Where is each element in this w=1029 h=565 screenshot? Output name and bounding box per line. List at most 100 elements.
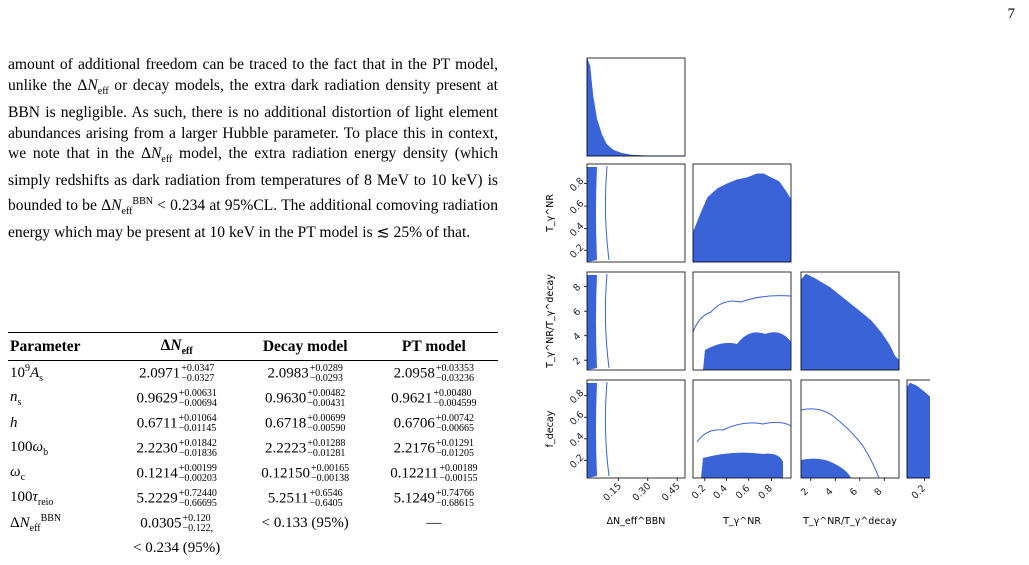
neff-cell: 0.9629 +0.00631 −0.00694: [136, 387, 217, 409]
x-dneff-tick-label: 0.15: [601, 481, 624, 504]
param-cell: h: [10, 415, 18, 432]
header-delta-neff: ΔNeff: [160, 337, 193, 358]
y-tnr-tick-label: 0.2: [568, 242, 586, 260]
pt-cell: 0.9621 +0.00480 −0.004599: [391, 387, 477, 409]
header-parameter: Parameter: [10, 338, 81, 356]
table-row: 109As 2.0971 +0.0347 −0.0327 2.0983 +0.0289 −0…: [8, 361, 498, 387]
y-ratio-tick-label: 4: [571, 331, 583, 343]
math-neff-bbn: ΔNeffBBN: [101, 196, 153, 218]
x-fdecay-tick-label: 0.2: [910, 483, 928, 501]
para-s4: 25% of that.: [389, 224, 471, 242]
neff-cell: 0.1214 +0.00199 −0.00203: [136, 462, 217, 484]
table-row: ωc 0.1214 +0.00199 −0.00203 0.12150 +0.00165−…: [8, 461, 498, 486]
para-s1b: or decay models, the extra dark radiatio…: [8, 76, 499, 163]
results-table: Parameter ΔNeff Decay model PT model 109…: [8, 332, 498, 561]
table-row: h 0.6711 +0.01064 −0.01145 0.6718 +0.00699 −0.…: [8, 411, 498, 436]
panel-frame: [800, 271, 900, 371]
y-ratio-tick-label: 6: [571, 306, 583, 318]
panel-tnr-fdecay-fill: [701, 452, 783, 478]
panel-frame: [586, 163, 686, 263]
panel-frame: [692, 163, 792, 263]
decay-cell: 0.9630 +0.00482 −0.00431: [265, 387, 346, 409]
page-number: 7: [1007, 6, 1016, 22]
math-delta-neff-2: ΔNeff: [140, 145, 173, 166]
param-cell: 100ωb: [10, 439, 49, 459]
pt-cell: 2.2176 +0.01291 −0.01205: [393, 437, 475, 459]
y-ratio-tick-label: 2: [571, 355, 583, 367]
panel-dneff-fdecay-fill: [587, 383, 597, 478]
pt-cell: 2.0958 +0.03353 −0.03236: [393, 362, 475, 384]
panel-frame: [692, 271, 792, 371]
x-dneff-tick-label: 0.45: [660, 481, 683, 504]
pt-cell: 5.1249 +0.74766 −0.68615: [393, 487, 475, 509]
panel-dneff-tnr-fill: [587, 167, 597, 262]
panel-tnr-fdecay-contour: [696, 421, 792, 443]
param-cell: 109As: [10, 363, 44, 385]
y-fdecay-tick-label: 0.6: [568, 409, 586, 427]
para-s1: amount of additional freedom can be trac…: [8, 56, 498, 94]
y-fdecay-tick-label: 0.8: [568, 388, 586, 406]
neff-cell: 0.6711 +0.01064 −0.01145: [136, 412, 217, 434]
neff-bound-cell: < 0.234 (95%): [133, 540, 221, 557]
panel-dneff-tnr-contour: [604, 165, 610, 261]
ylabel-ratio: T_γ^NR/T_γ^decay: [545, 274, 556, 369]
y-fdecay-tick-label: 0.4: [568, 431, 586, 449]
decay-cell: 2.0983 +0.0289 −0.0293: [267, 362, 343, 384]
panel-dneff-ratio-fill: [587, 275, 597, 370]
panel-tnr-ratio-fill: [703, 332, 791, 370]
neff-cell: 0.0305 +0.120 −0.122,: [140, 512, 214, 534]
panel-tnr-ratio-contour: [692, 295, 792, 333]
posterior-fdecay: [906, 382, 930, 479]
panel-ratio-fdecay-fill: [801, 458, 851, 478]
param-cell: ωc: [10, 464, 26, 484]
x-tnr-tick-label: 0.2: [690, 483, 708, 501]
x-dneff-tick-label: 0.30: [631, 481, 654, 504]
panel-frame: [800, 379, 900, 479]
panel-frame: [586, 57, 686, 157]
x-ratio-tick-label: 4: [824, 486, 836, 498]
neff-cell: 2.2230 +0.01842 −0.01836: [136, 437, 217, 459]
para-s2: model, the extra radiation energy densit…: [8, 145, 499, 215]
panel-frame: [906, 379, 930, 479]
table-row: < 0.234 (95%): [8, 536, 498, 561]
param-cell: 100τreio: [10, 489, 54, 509]
panel-ratio-fdecay-contour: [800, 408, 880, 479]
pt-cell: 0.12211 +0.00189 −0.00155: [390, 462, 478, 484]
y-ratio-tick-label: 8: [571, 282, 583, 294]
x-ratio-tick-label: 2: [799, 486, 811, 498]
panel-frame: [586, 379, 686, 479]
pt-cell: 0.6706 +0.00742 −0.00665: [393, 412, 475, 434]
posterior-tnr: [692, 173, 792, 263]
xlabel-tnr: T_γ^NR: [722, 516, 761, 527]
header-pt-model: PT model: [401, 338, 466, 356]
ylabel-tnr: T_γ^NR: [545, 194, 556, 233]
neff-cell: 2.0971 +0.0347 −0.0327: [139, 362, 215, 384]
xlabel-dneff: ΔN_eff^BBN: [607, 516, 666, 527]
decay-cell: 0.6718 +0.00699 −0.00590: [265, 412, 346, 434]
ylabel-fdecay: f_decay: [545, 410, 556, 447]
decay-cell: 0.12150 +0.00165 −0.00138: [261, 462, 350, 484]
table-row: 100ωb 2.2230 +0.01842 −0.01836 2.2223 +0.0128…: [8, 436, 498, 461]
y-fdecay-tick-label: 0.2: [568, 452, 586, 470]
math-lesssim: ≲: [376, 224, 390, 242]
param-cell: ΔNeffBBN: [10, 513, 62, 535]
table-row: ΔNeffBBN 0.0305 +0.120 −0.122, < 0.133 (95%)…: [8, 511, 498, 536]
param-cell: ns: [10, 389, 22, 409]
table-row: 100τreio 5.2229 +0.72440 −0.66695 5.2511 +0.6…: [8, 486, 498, 511]
empty-cell: [8, 536, 113, 561]
panel-frame: [586, 271, 686, 371]
x-tnr-tick-label: 0.4: [711, 483, 729, 501]
neff-cell: 5.2229 +0.72440 −0.66695: [136, 487, 217, 509]
math-delta-neff: ΔNeff: [77, 76, 109, 97]
panel-frame: [692, 379, 792, 479]
y-tnr-tick-label: 0.6: [568, 198, 586, 216]
corner-plot: 0.150.300.450.20.40.60.824680.20.40.60.8…: [545, 48, 930, 548]
y-tnr-tick-label: 0.8: [568, 176, 586, 194]
table-row: ns 0.9629 +0.00631 −0.00694 0.9630 +0.00482 −0…: [8, 386, 498, 411]
para-s3: < 0.234 at 95%CL. The additional comovin…: [8, 197, 498, 242]
decay-cell: 5.2511 +0.6546 −0.6405: [267, 487, 343, 509]
x-tnr-tick-label: 0.6: [734, 483, 752, 501]
body-paragraph: amount of additional freedom can be trac…: [8, 55, 498, 244]
y-tnr-tick-label: 0.4: [568, 221, 586, 239]
x-ratio-tick-label: 6: [848, 486, 860, 498]
